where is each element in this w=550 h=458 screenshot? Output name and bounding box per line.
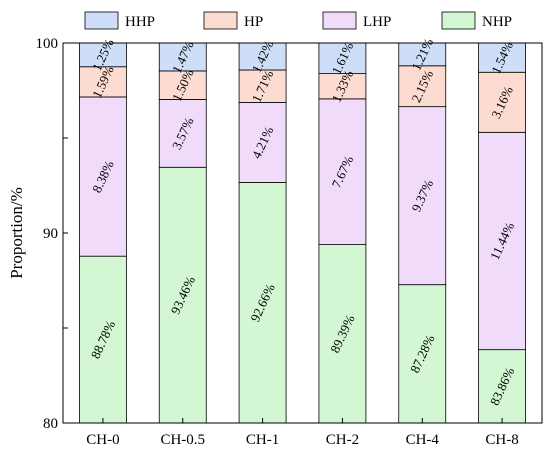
- bar-segment-nhp-ch-1: [238, 182, 287, 424]
- legend-label-nhp: NHP: [482, 14, 512, 30]
- bar-segment-lhp-ch-0.5: [158, 99, 207, 168]
- segment-labels: 88.78%8.38%1.59%1.25%93.46%3.57%1.50%1.4…: [88, 36, 518, 408]
- bar-segment-lhp-ch-1: [238, 102, 287, 183]
- bar-segment-nhp-ch-0: [79, 255, 127, 424]
- x-tick-label: CH-0: [86, 432, 119, 448]
- bar-segment-hp-ch-0.5: [158, 70, 207, 100]
- legend-swatch-nhp: [441, 11, 476, 30]
- bar-segment-lhp-ch-0: [79, 96, 127, 257]
- legend-label-hhp: HHP: [125, 14, 155, 30]
- bar-segment-lhp-ch-2: [318, 98, 367, 245]
- bar-segment-lhp-ch-4: [398, 106, 447, 286]
- bar-segment-hhp-ch-8: [478, 42, 526, 73]
- axes: [62, 42, 543, 424]
- x-tick-label: CH-8: [485, 432, 518, 448]
- bar-segment-nhp-ch-8: [478, 349, 526, 424]
- legend-swatch-hhp: [84, 11, 119, 30]
- legend-label-lhp: LHP: [363, 14, 391, 30]
- x-tick-label: CH-4: [406, 432, 440, 448]
- bars: [79, 42, 526, 424]
- plot-frame: [62, 42, 543, 424]
- bar-segment-lhp-ch-8: [478, 131, 526, 351]
- legend-swatch-hp: [203, 11, 238, 30]
- bar-segment-nhp-ch-4: [398, 284, 447, 424]
- x-axis-ticks: CH-0 CH-0.5 CH-1 CH-2 CH-4 CH-8: [86, 418, 519, 448]
- y-axis-ticks: 80 90 100: [36, 36, 68, 432]
- bar-segment-hhp-ch-2: [318, 42, 367, 74]
- legend-swatch-lhp: [322, 11, 357, 30]
- bar-segment-hhp-ch-0.5: [158, 42, 207, 72]
- legend: HHP HP LHP NHP: [84, 11, 512, 30]
- x-tick-label: CH-1: [246, 432, 279, 448]
- y-tick-label: 80: [43, 416, 58, 432]
- legend-label-hp: HP: [244, 14, 263, 30]
- x-tick-label: CH-2: [326, 432, 359, 448]
- bar-segment-nhp-ch-0.5: [158, 166, 207, 424]
- y-axis-label: Proportion/%: [7, 187, 26, 279]
- bar-segment-hhp-ch-1: [238, 42, 287, 71]
- x-tick-label: CH-0.5: [160, 432, 205, 448]
- bar-segment-hp-ch-8: [478, 71, 526, 133]
- bar-segment-nhp-ch-2: [318, 244, 367, 424]
- y-tick-label: 90: [43, 226, 58, 242]
- bar-segment-hp-ch-4: [398, 65, 447, 108]
- y-tick-label: 100: [36, 36, 59, 52]
